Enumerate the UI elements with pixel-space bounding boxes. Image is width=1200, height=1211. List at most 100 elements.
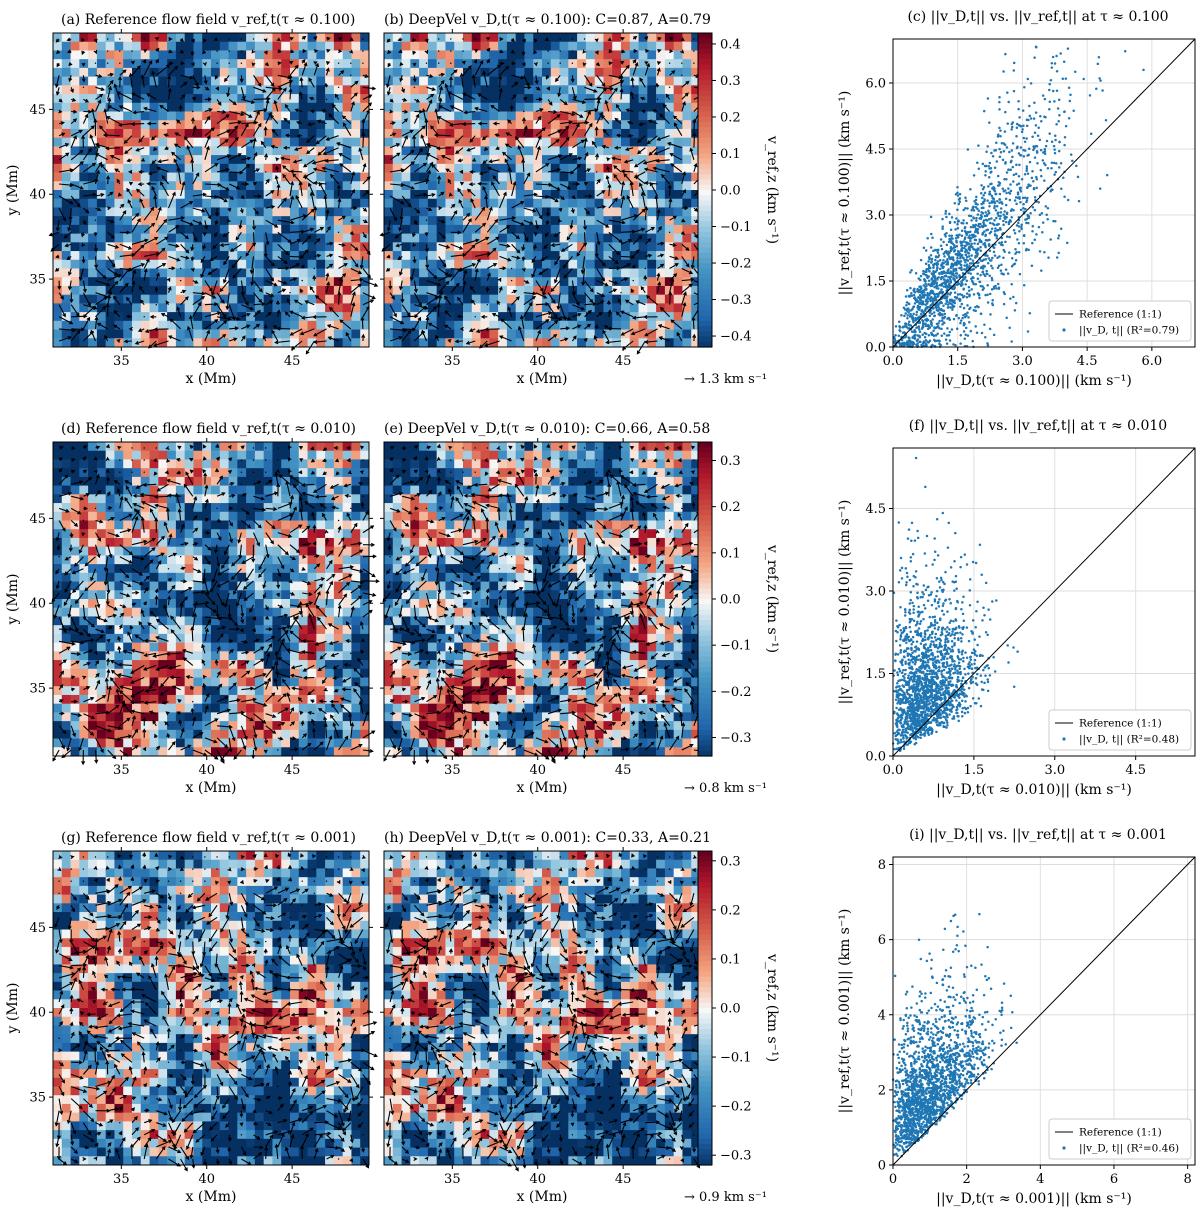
colorbar-segment — [698, 85, 712, 92]
velocity-cell — [445, 41, 455, 51]
velocity-cell — [202, 67, 212, 78]
y-axis-label: y (Mm) — [5, 165, 21, 217]
velocity-cell — [316, 294, 326, 304]
velocity-cell — [70, 33, 80, 43]
velocity-cell — [123, 216, 133, 226]
flow-arrow — [188, 314, 194, 329]
velocity-cell — [629, 94, 639, 104]
velocity-cell — [53, 181, 63, 191]
velocity-cell — [254, 41, 265, 51]
velocity-cell — [629, 155, 639, 165]
scatter-point — [1038, 250, 1042, 253]
velocity-cell — [79, 111, 89, 121]
flow-arrow — [413, 86, 416, 89]
velocity-cell — [140, 155, 150, 165]
velocity-cell — [70, 242, 80, 252]
velocity-cell — [436, 251, 446, 261]
colorbar-segment — [698, 190, 712, 196]
velocity-cell — [351, 251, 361, 261]
flow-arrow — [81, 242, 86, 248]
velocity-cell — [70, 303, 80, 313]
flow-arrow — [229, 316, 241, 321]
flow-arrow — [68, 62, 73, 67]
velocity-cell — [333, 33, 344, 43]
scatter-point — [897, 320, 901, 323]
velocity-cell — [70, 190, 80, 200]
velocity-cell — [533, 181, 543, 191]
velocity-cell — [88, 76, 98, 86]
velocity-cell — [263, 329, 273, 339]
velocity-cell — [454, 111, 464, 121]
velocity-cell — [53, 329, 63, 339]
flow-arrow — [58, 98, 63, 103]
flow-arrow — [93, 118, 98, 136]
velocity-cell — [61, 163, 71, 173]
scatter-point — [996, 174, 1000, 178]
velocity-cell — [351, 320, 361, 330]
velocity-cell — [61, 329, 71, 339]
velocity-cell — [585, 41, 596, 51]
scatter-point — [975, 216, 978, 220]
velocity-cell — [88, 163, 98, 173]
velocity-cell — [333, 128, 344, 139]
scatter-point — [962, 208, 965, 212]
flow-arrow — [159, 104, 169, 112]
velocity-cell — [436, 33, 446, 43]
velocity-cell — [272, 285, 282, 296]
velocity-cell — [263, 207, 273, 217]
scatter-point — [980, 331, 984, 335]
velocity-cell — [638, 251, 648, 261]
velocity-cell — [184, 207, 194, 217]
velocity-cell — [79, 163, 89, 173]
scatter-point — [976, 231, 980, 235]
velocity-cell — [114, 76, 124, 86]
velocity-cell — [542, 50, 552, 60]
scatter-point — [976, 161, 979, 165]
scatter-point — [929, 246, 933, 249]
velocity-cell — [542, 198, 552, 208]
flow-arrow — [337, 231, 340, 233]
flow-arrow — [240, 123, 249, 136]
velocity-cell — [193, 94, 203, 104]
colorbar-segment — [698, 127, 712, 134]
velocity-cell — [254, 50, 265, 60]
scatter-point — [959, 321, 962, 325]
flow-arrow — [226, 218, 231, 223]
flow-arrow — [313, 267, 315, 270]
velocity-cell — [96, 207, 107, 217]
velocity-cell — [167, 216, 177, 226]
flow-arrow — [169, 318, 181, 330]
velocity-cell — [656, 294, 666, 304]
flow-arrow — [107, 97, 112, 112]
flow-arrow — [95, 296, 108, 306]
scatter-point — [973, 238, 977, 242]
colorbar-segment — [698, 294, 712, 301]
velocity-cell — [70, 41, 80, 51]
scatter-point — [1011, 121, 1015, 124]
velocity-cell — [281, 259, 291, 269]
velocity-cell — [246, 303, 256, 313]
scatter-point — [960, 234, 964, 237]
velocity-cell — [246, 85, 256, 95]
velocity-cell — [70, 294, 80, 304]
velocity-cell — [219, 294, 229, 304]
velocity-cell — [682, 120, 692, 130]
velocity-cell — [542, 172, 552, 182]
velocity-cell — [228, 146, 238, 156]
flow-arrow — [241, 304, 255, 311]
scatter-point — [1015, 202, 1018, 206]
velocity-cell — [61, 155, 71, 165]
velocity-cell — [489, 33, 499, 43]
velocity-cell — [307, 259, 317, 269]
velocity-cell — [360, 59, 370, 69]
velocity-cell — [316, 277, 326, 287]
scatter-point — [1066, 198, 1070, 202]
velocity-cell — [70, 137, 80, 147]
velocity-cell — [88, 67, 98, 78]
velocity-cell — [167, 76, 177, 86]
flow-arrow — [583, 38, 586, 40]
velocity-cell — [559, 294, 569, 304]
velocity-cell — [585, 198, 596, 208]
flow-arrow — [204, 108, 213, 113]
velocity-cell — [281, 320, 291, 330]
